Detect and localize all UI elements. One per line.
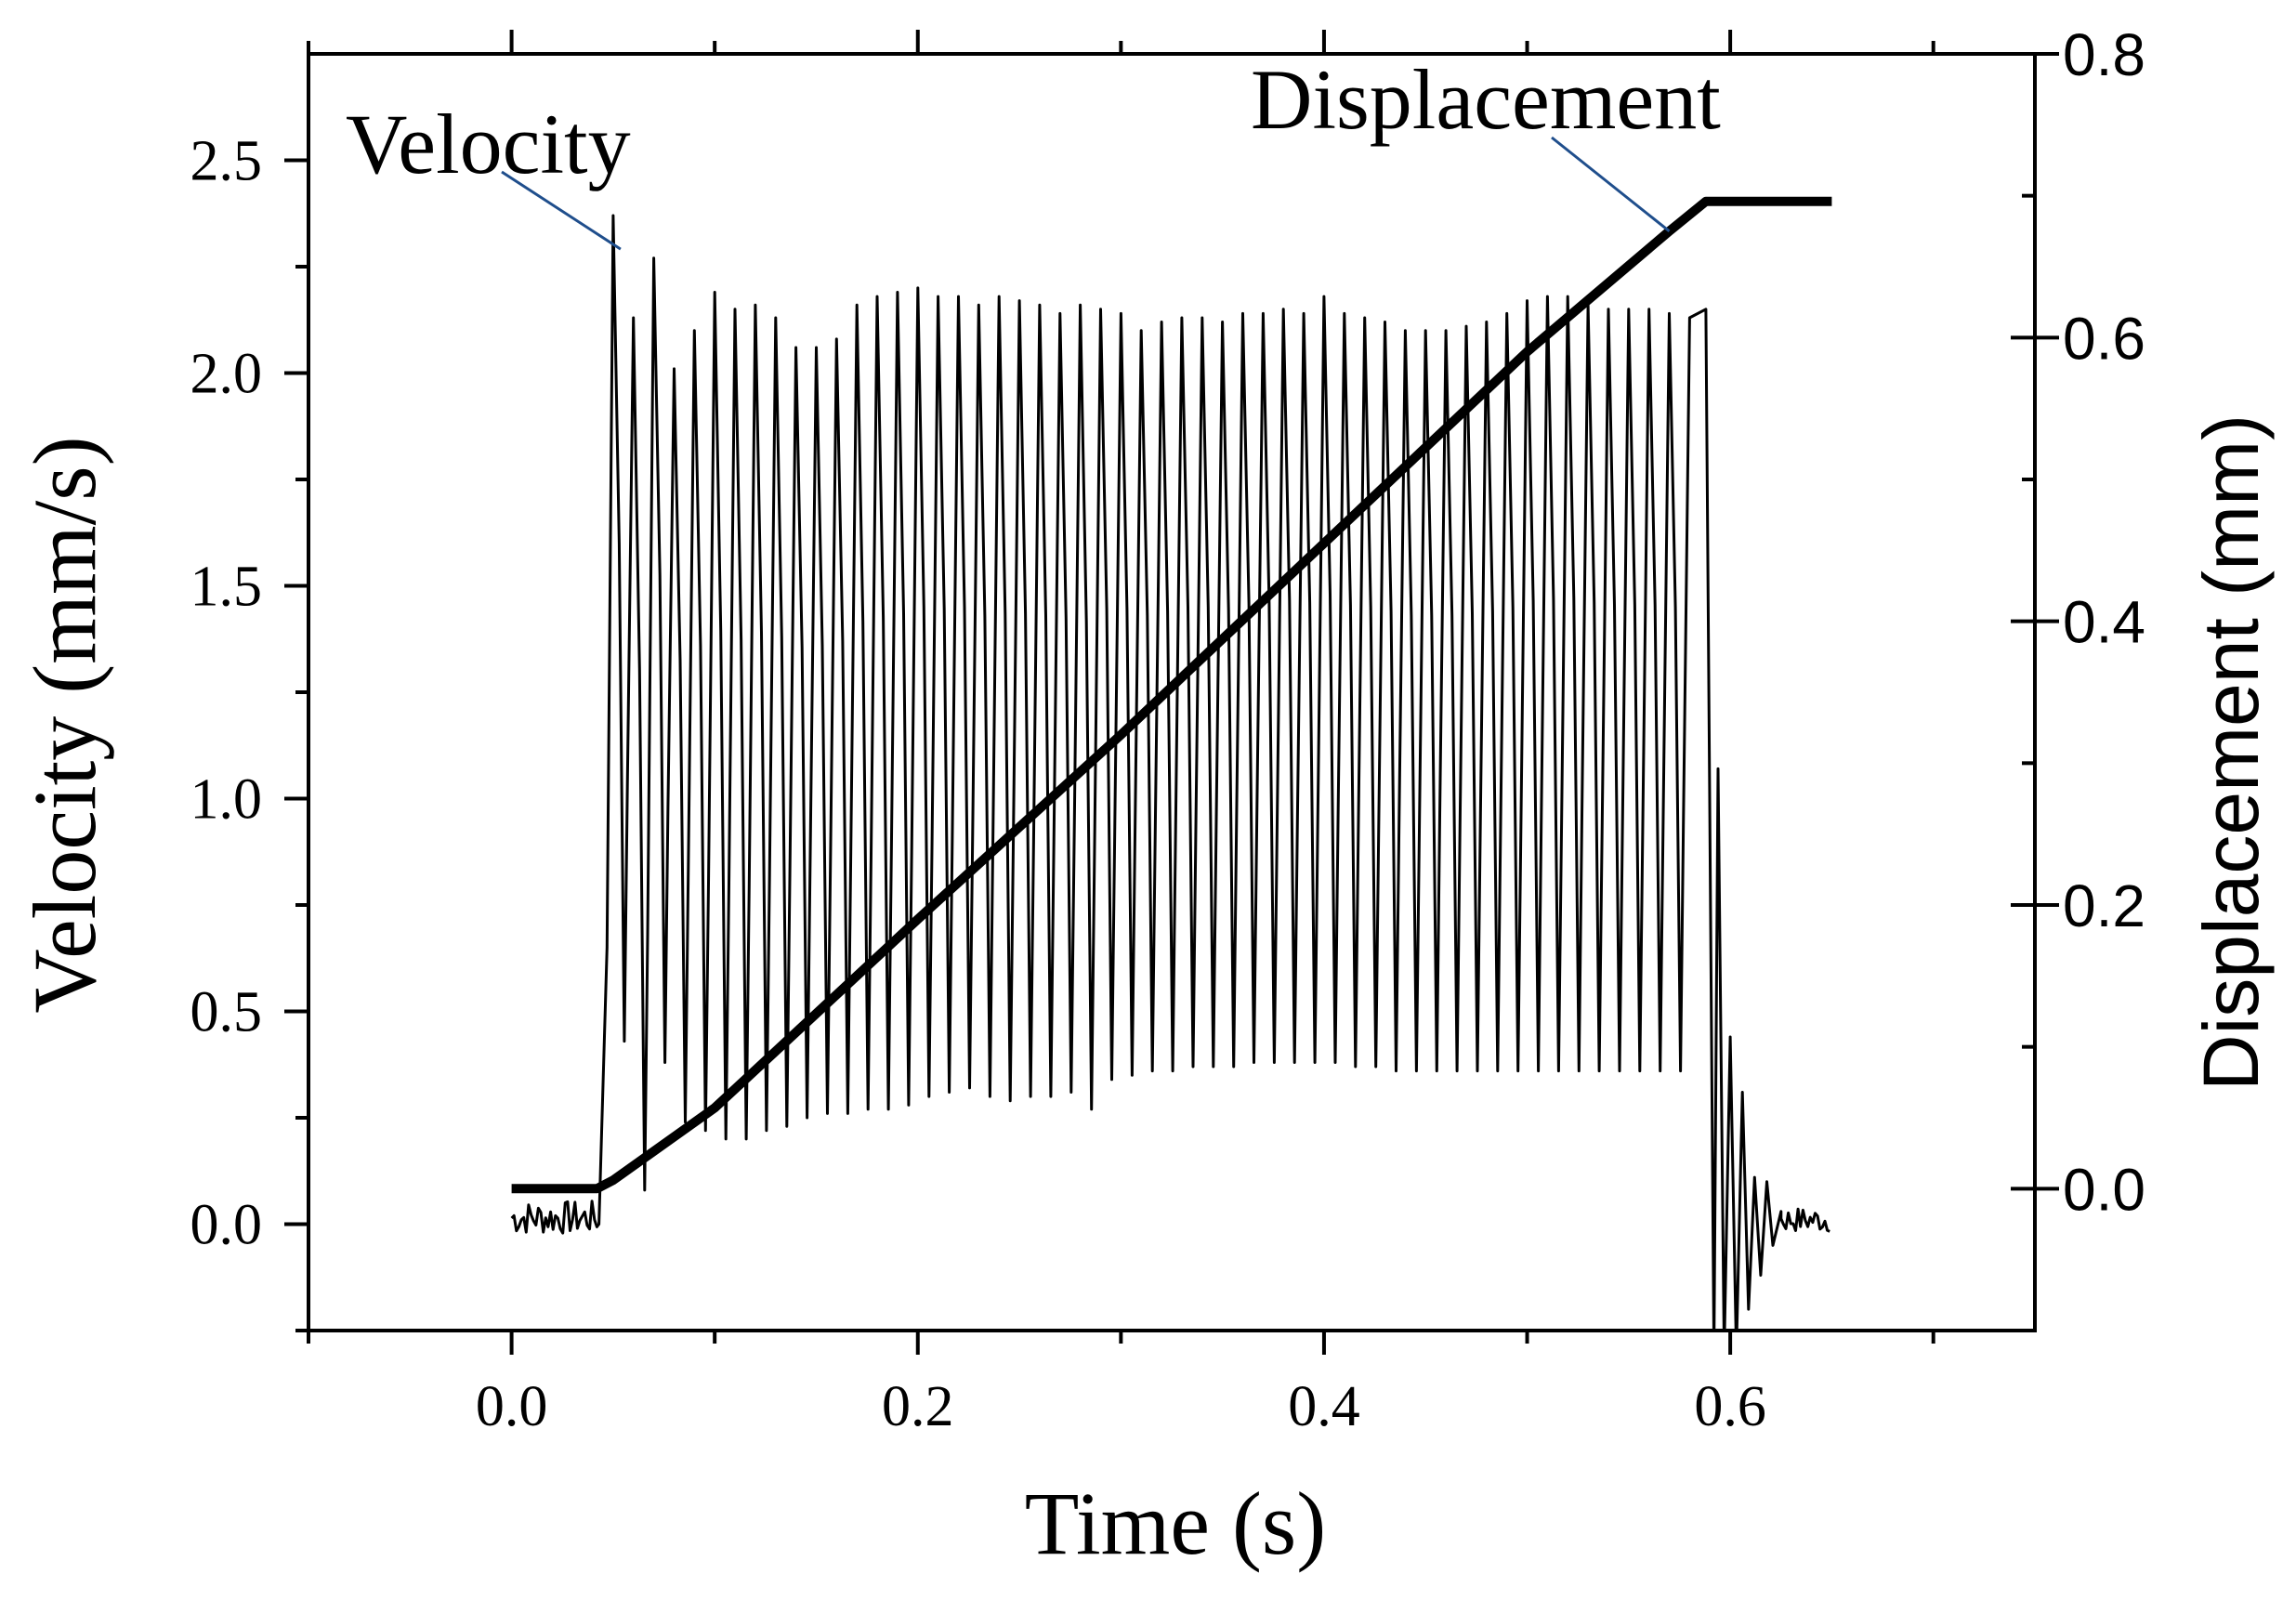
axis-tick-labels: 0.0 0.2 0.4 0.6 0.0 0.5 1.0 1.5 2.0 2.5 0.0 0.2 0.4 0… [190, 21, 2145, 1438]
y-left-tick-label: 0.5 [190, 981, 263, 1044]
displacement-annotation-label: Displacement [1251, 52, 1721, 147]
y-right-tick-label: 0.4 [2063, 589, 2145, 656]
y-right-tick-label: 0.0 [2063, 1156, 2145, 1223]
y-left-tick-label: 0.0 [190, 1194, 263, 1257]
x-axis-label: Time (s) [1025, 1474, 1327, 1573]
displacement-annotation-leader [1551, 136, 1671, 233]
y-left-tick-label: 2.0 [190, 343, 263, 406]
y-right-tick-label: 0.2 [2063, 872, 2145, 939]
y-left-tick-label: 1.0 [190, 768, 263, 832]
y-left-tick-label: 1.5 [190, 556, 263, 619]
data-series [510, 196, 1832, 1331]
y-right-tick-label: 0.8 [2063, 21, 2145, 88]
plot-frame [307, 52, 2037, 1332]
x-tick-label: 0.0 [476, 1375, 548, 1438]
x-tick-label: 0.6 [1694, 1375, 1766, 1438]
y-axis-right-label: Displacement (mm) [2187, 414, 2275, 1091]
displacement-line [511, 196, 1832, 1194]
y-left-tick-label: 2.5 [190, 130, 263, 193]
series-annotations: Velocity Displacement [346, 52, 1721, 251]
x-tick-label: 0.2 [882, 1375, 954, 1438]
y-right-tick-label: 0.6 [2063, 305, 2145, 372]
x-tick-label: 0.4 [1288, 1375, 1360, 1438]
velocity-annotation-leader [501, 170, 622, 251]
axis-ticks [284, 30, 2059, 1355]
y-axis-left-label: Velocity (mm/s) [15, 436, 114, 1013]
velocity-annotation-label: Velocity [346, 97, 631, 191]
velocity-line [510, 214, 1830, 1331]
